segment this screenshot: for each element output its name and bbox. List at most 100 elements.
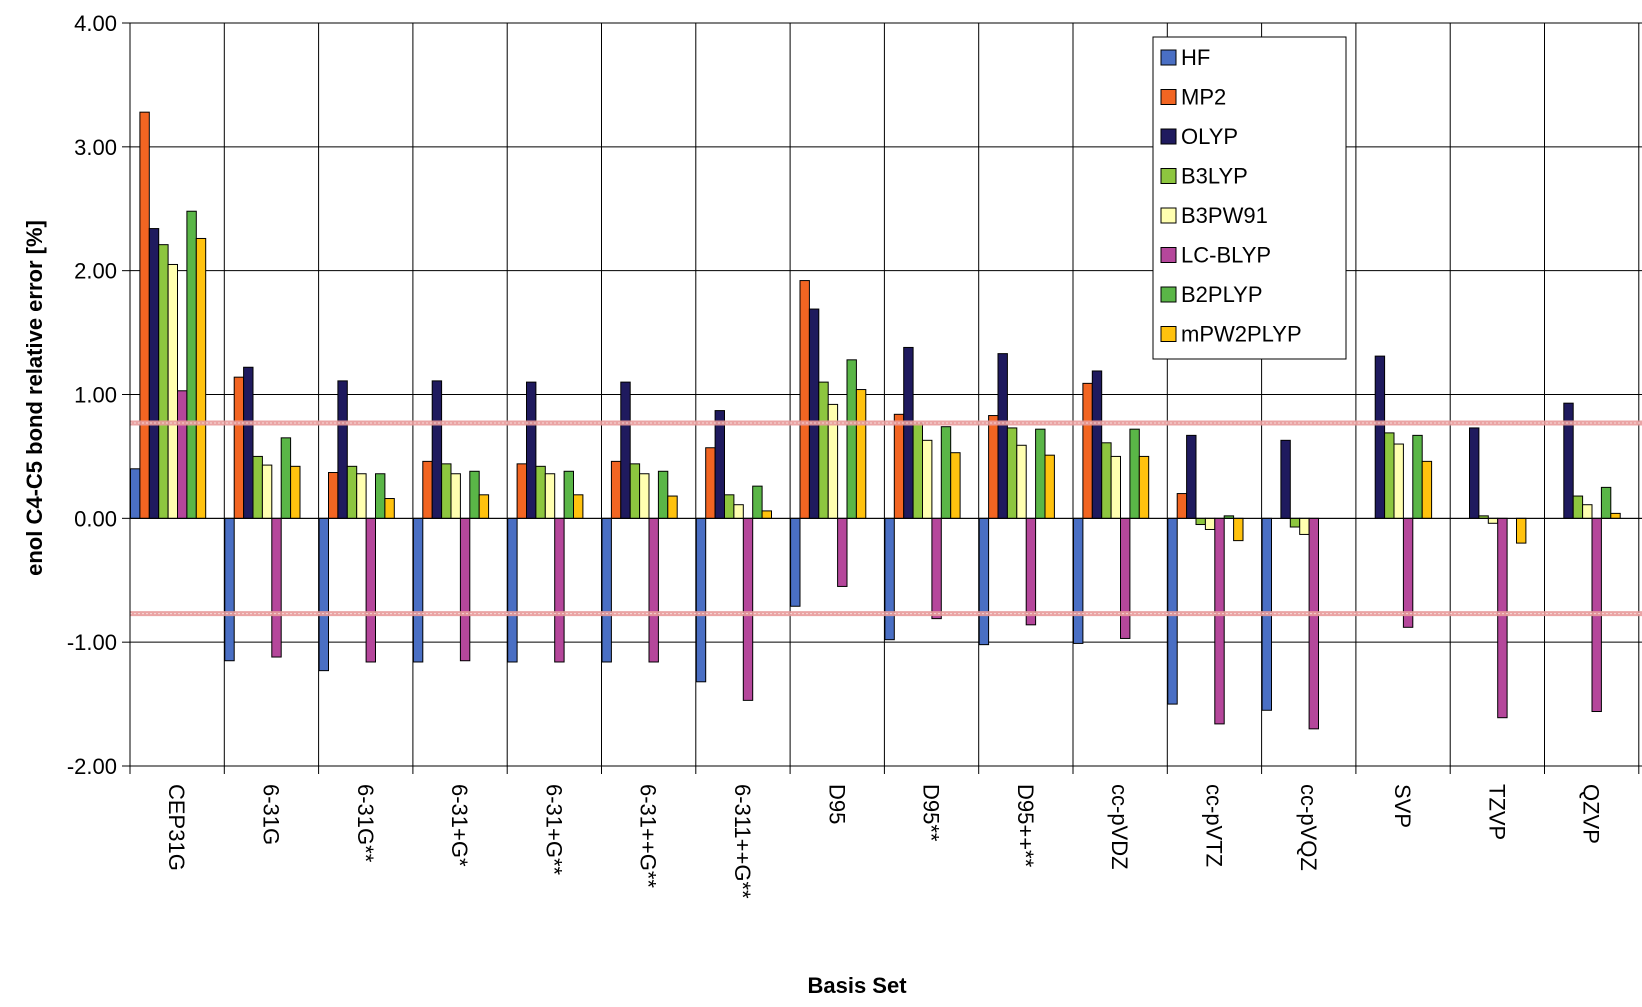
y-axis-title: enol C4-C5 bond relative error [%] xyxy=(22,220,47,576)
bar xyxy=(1204,517,1216,530)
bar xyxy=(657,470,669,519)
bar xyxy=(1195,517,1206,526)
bar xyxy=(1025,517,1037,626)
x-tick-label: SVP xyxy=(1390,784,1415,828)
bar xyxy=(1016,444,1027,519)
bar xyxy=(1497,517,1508,719)
bar xyxy=(1299,517,1310,535)
bar xyxy=(139,111,150,519)
legend-swatch xyxy=(1160,89,1177,105)
bar xyxy=(1176,493,1188,519)
bar xyxy=(516,463,527,519)
bar xyxy=(1563,402,1574,519)
bar xyxy=(1487,517,1499,524)
bar xyxy=(431,380,443,519)
bar xyxy=(1308,517,1319,730)
x-axis-title: Basis Set xyxy=(807,973,907,998)
bar xyxy=(554,517,565,663)
bar xyxy=(667,495,678,519)
x-tick-label: cc-pVTZ xyxy=(1201,784,1226,867)
bar xyxy=(761,510,772,519)
legend-label: MP2 xyxy=(1181,85,1226,110)
bar xyxy=(337,380,348,519)
legend-label: OLYP xyxy=(1181,124,1238,149)
bar xyxy=(469,470,480,519)
bar xyxy=(422,460,433,519)
bar xyxy=(1289,517,1301,528)
bar xyxy=(1044,454,1055,519)
bar xyxy=(130,468,141,519)
y-tick-label: 4.00 xyxy=(74,11,117,36)
bar xyxy=(243,366,254,519)
bar xyxy=(1393,443,1404,519)
bar xyxy=(742,517,754,701)
bar xyxy=(818,381,829,519)
bar xyxy=(507,517,518,663)
bar xyxy=(1233,517,1244,542)
bar xyxy=(261,464,273,519)
legend-label: LC-BLYP xyxy=(1181,243,1271,268)
legend-label: B3PW91 xyxy=(1181,203,1268,228)
bar xyxy=(1600,486,1612,519)
bar xyxy=(328,472,339,519)
bar xyxy=(252,455,263,519)
bar xyxy=(629,463,641,519)
legend-label: mPW2PLYP xyxy=(1181,322,1302,347)
legend-box xyxy=(1152,36,1347,360)
bar xyxy=(988,415,999,519)
bar xyxy=(1516,517,1527,544)
bar xyxy=(535,465,546,519)
bar xyxy=(563,470,574,519)
bar xyxy=(441,463,452,519)
legend-swatch xyxy=(1160,247,1177,263)
bar xyxy=(620,381,631,519)
bar xyxy=(1035,428,1046,519)
bar xyxy=(733,504,744,519)
bar xyxy=(714,410,725,519)
bar xyxy=(195,237,207,519)
legend-swatch xyxy=(1160,286,1177,303)
bar xyxy=(846,359,857,519)
legend-label: B3LYP xyxy=(1181,164,1248,189)
bar xyxy=(177,390,188,519)
bar xyxy=(978,517,990,646)
legend-swatch xyxy=(1160,168,1177,184)
bar xyxy=(1129,428,1140,519)
bar xyxy=(1186,434,1197,519)
y-tick-label: 2.00 xyxy=(74,259,117,284)
bar xyxy=(705,447,716,519)
bar xyxy=(167,263,179,519)
legend-swatch xyxy=(1160,326,1177,342)
x-tick-label: cc-pVQZ xyxy=(1296,784,1321,871)
bar xyxy=(233,376,245,519)
bar xyxy=(573,494,584,519)
bar xyxy=(837,517,848,587)
reference-lines xyxy=(130,420,1642,617)
bar xyxy=(1421,460,1433,519)
bar xyxy=(450,473,461,519)
bar xyxy=(478,494,490,519)
bar xyxy=(365,517,377,663)
y-tick-label: 3.00 xyxy=(74,135,117,160)
bar xyxy=(1082,382,1093,519)
bar xyxy=(544,473,556,519)
bar xyxy=(224,517,235,662)
y-tick-label: 0.00 xyxy=(74,506,117,531)
bar xyxy=(931,517,942,620)
bar xyxy=(1572,495,1584,519)
y-tick-label: -2.00 xyxy=(67,754,117,779)
bar xyxy=(271,517,282,658)
bar xyxy=(158,244,169,519)
bar xyxy=(412,517,424,663)
bar xyxy=(903,346,914,519)
x-tick-label: 6-311++G** xyxy=(730,784,755,899)
bar xyxy=(1402,517,1414,628)
axis-layer: -2.00 -1.00 0.00 1.00 2.00 3.00 4.00 CEP31G 6-31… xyxy=(67,11,1642,899)
x-tick-label: 6-31+G** xyxy=(541,784,566,876)
x-tick-label: TZVP xyxy=(1484,784,1509,840)
bar xyxy=(1384,432,1395,519)
bar xyxy=(1280,439,1291,519)
legend-swatch xyxy=(1160,128,1177,145)
x-tick-label: 6-31+G* xyxy=(447,784,472,867)
